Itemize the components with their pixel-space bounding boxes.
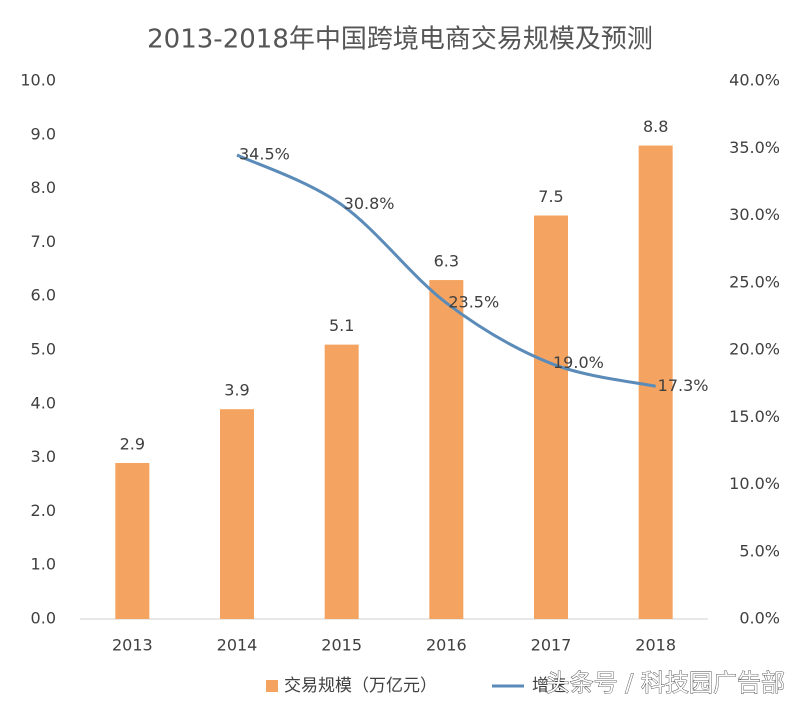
bar-value-label: 8.8	[643, 117, 668, 136]
x-tick-label: 2013	[112, 636, 153, 655]
legend-swatch	[266, 680, 278, 692]
bar-value-label: 3.9	[224, 381, 249, 400]
x-tick-label: 2017	[531, 636, 572, 655]
legend-label: 增速	[532, 676, 566, 696]
y2-tick-label: 35.0%	[729, 138, 780, 157]
line-value-label: 17.3%	[658, 376, 709, 395]
y-tick-label: 5.0	[31, 340, 56, 359]
line-value-label: 34.5%	[239, 144, 290, 163]
x-tick-label: 2014	[217, 636, 258, 655]
line-value-label: 30.8%	[344, 194, 395, 213]
y-tick-label: 8.0	[31, 178, 56, 197]
bar	[115, 462, 150, 619]
line	[236, 153, 656, 388]
y2-tick-label: 25.0%	[729, 272, 780, 291]
y-tick-label: 6.0	[31, 286, 56, 305]
bar-value-label: 5.1	[329, 316, 354, 335]
y-tick-label: 0.0	[31, 609, 56, 628]
bar	[324, 344, 359, 619]
chart-title: 2013-2018年中国跨境电商交易规模及预测	[147, 25, 653, 55]
bar-value-label: 2.9	[120, 434, 145, 453]
y2-tick-label: 30.0%	[729, 205, 780, 224]
y-tick-label: 3.0	[31, 447, 56, 466]
y2-tick-label: 0.0%	[739, 609, 780, 628]
x-tick-label: 2018	[635, 636, 676, 655]
bar	[429, 280, 464, 619]
line-value-label: 19.0%	[553, 353, 604, 372]
y2-tick-label: 5.0%	[739, 541, 780, 560]
bar	[534, 215, 568, 619]
y-tick-label: 2.0	[31, 501, 56, 520]
watermark: 头条号 / 科技园广告部	[546, 669, 785, 697]
y2-tick-label: 10.0%	[729, 474, 780, 493]
y-tick-label: 4.0	[31, 393, 56, 412]
bar	[638, 145, 673, 619]
legend-label: 交易规模（万亿元）	[284, 676, 437, 696]
bar-value-label: 6.3	[434, 252, 459, 271]
x-tick-label: 2016	[426, 636, 467, 655]
y-tick-label: 9.0	[31, 124, 56, 143]
y2-tick-label: 15.0%	[729, 407, 780, 426]
x-tick-label: 2015	[321, 636, 362, 655]
y-tick-label: 1.0	[31, 555, 56, 574]
bar	[220, 409, 254, 619]
y2-tick-label: 20.0%	[729, 340, 780, 359]
bar-value-label: 7.5	[538, 187, 563, 206]
y-tick-label: 7.0	[31, 232, 56, 251]
y-tick-label: 10.0	[20, 71, 56, 90]
y2-tick-label: 40.0%	[729, 71, 780, 90]
line-value-label: 23.5%	[448, 292, 499, 311]
